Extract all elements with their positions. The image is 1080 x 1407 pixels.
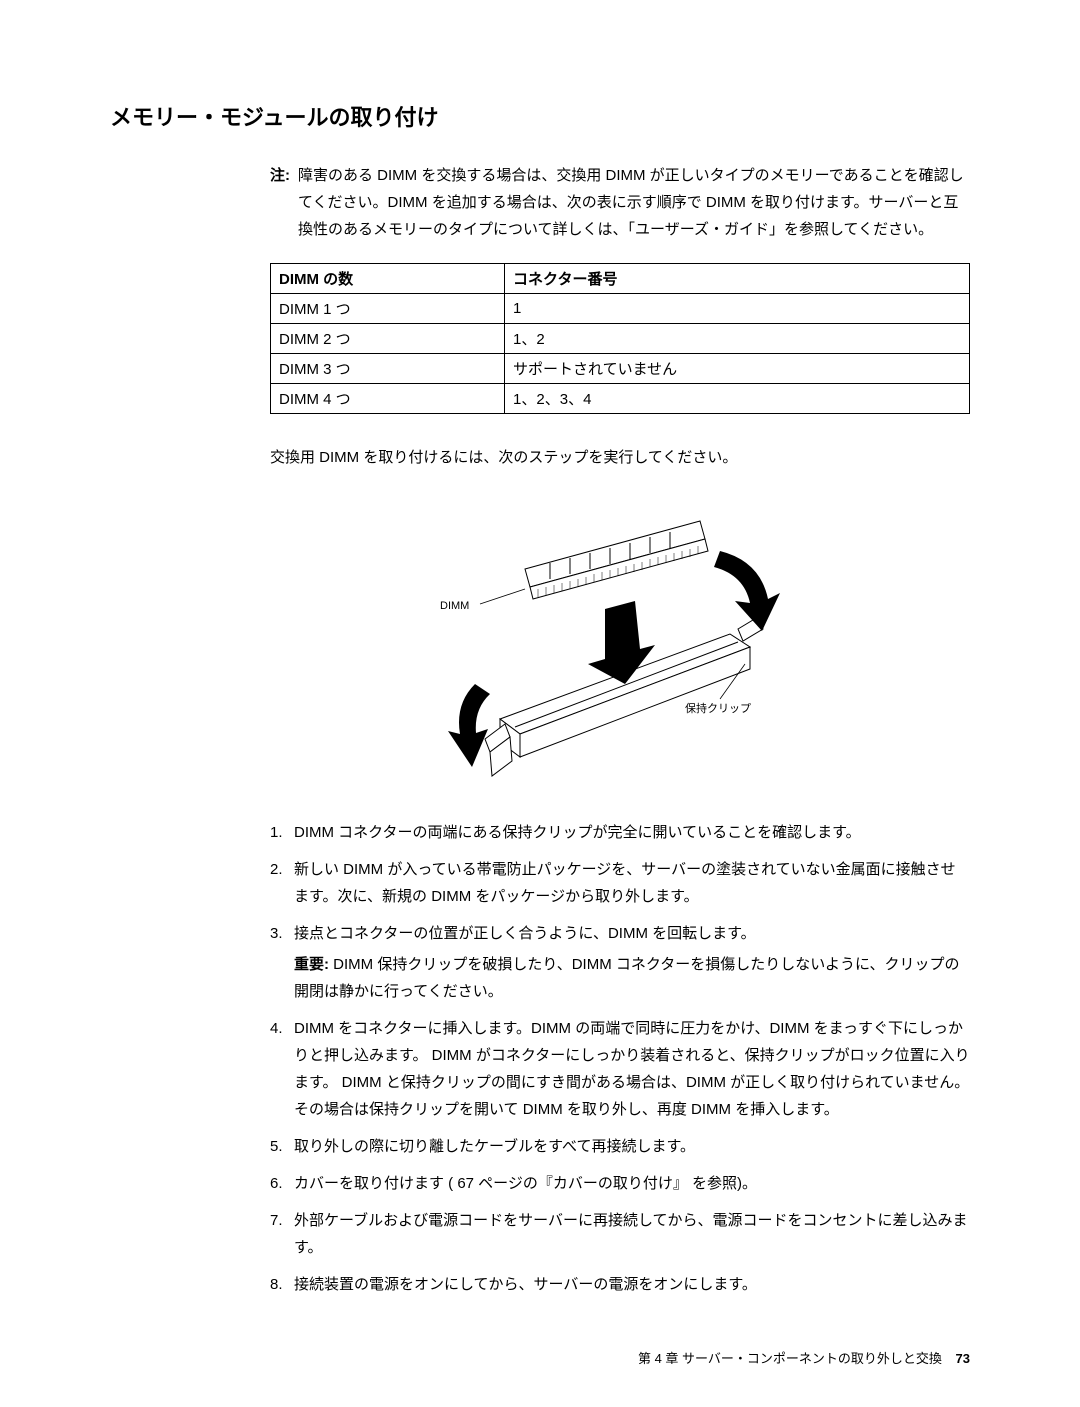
step-item: 新しい DIMM が入っている帯電防止パッケージを、サーバーの塗装されていない金… xyxy=(270,856,970,910)
step-text: 取り外しの際に切り離したケーブルをすべて再接続します。 xyxy=(294,1138,695,1155)
note-text: 障害のある DIMM を交換する場合は、交換用 DIMM が正しいタイプのメモリ… xyxy=(298,162,970,243)
dimm-module-icon xyxy=(525,521,708,599)
table-cell: 1 xyxy=(505,294,970,324)
important-note: 重要: DIMM 保持クリップを破損したり、DIMM コネクターを損傷したりしな… xyxy=(294,951,970,1005)
right-curve-arrow-icon xyxy=(714,551,780,631)
table-cell: DIMM 4 つ xyxy=(271,384,505,414)
dimm-install-diagram: DIMM xyxy=(270,489,970,794)
step-text: DIMM コネクターの両端にある保持クリップが完全に開いていることを確認します。 xyxy=(294,824,861,841)
important-text: DIMM 保持クリップを破損したり、DIMM コネクターを損傷したりしないように… xyxy=(294,956,960,1000)
step-text: 新しい DIMM が入っている帯電防止パッケージを、サーバーの塗装されていない金… xyxy=(294,861,956,905)
table-header-connector: コネクター番号 xyxy=(505,264,970,294)
table-cell: サポートされていません xyxy=(505,354,970,384)
step-item: カバーを取り付けます ( 67 ページの『カバーの取り付け』 を参照)。 xyxy=(270,1170,970,1197)
table-cell: 1、2、3、4 xyxy=(505,384,970,414)
step-text: 接続装置の電源をオンにしてから、サーバーの電源をオンにします。 xyxy=(294,1276,757,1293)
step-text: 接点とコネクターの位置が正しく合うように、DIMM を回転します。 xyxy=(294,925,756,942)
diagram-label-clip: 保持クリップ xyxy=(685,701,751,715)
table-cell: 1、2 xyxy=(505,324,970,354)
table-cell: DIMM 1 つ xyxy=(271,294,505,324)
step-item: 接続装置の電源をオンにしてから、サーバーの電源をオンにします。 xyxy=(270,1271,970,1298)
table-cell: DIMM 3 つ xyxy=(271,354,505,384)
table-row: DIMM 4 つ 1、2、3、4 xyxy=(271,384,970,414)
page-footer: 第 4 章 サーバー・コンポーネントの取り外しと交換 73 xyxy=(110,1348,970,1367)
step-item: 取り外しの際に切り離したケーブルをすべて再接続します。 xyxy=(270,1133,970,1160)
note-block: 注: 障害のある DIMM を交換する場合は、交換用 DIMM が正しいタイプの… xyxy=(270,162,970,243)
table-cell: DIMM 2 つ xyxy=(271,324,505,354)
intro-paragraph: 交換用 DIMM を取り付けるには、次のステップを実行してください。 xyxy=(270,444,970,471)
dimm-count-table: DIMM の数 コネクター番号 DIMM 1 つ 1 DIMM 2 つ 1、2 … xyxy=(270,263,970,414)
section-title: メモリー・モジュールの取り付け xyxy=(110,100,970,132)
diagram-label-dimm: DIMM xyxy=(440,600,469,612)
table-row: DIMM 2 つ 1、2 xyxy=(271,324,970,354)
footer-page-number: 73 xyxy=(956,1351,970,1366)
install-steps-list: DIMM コネクターの両端にある保持クリップが完全に開いていることを確認します。… xyxy=(270,819,970,1298)
left-clip-icon xyxy=(485,724,512,776)
step-text: カバーを取り付けます ( 67 ページの『カバーの取り付け』 を参照)。 xyxy=(294,1175,757,1192)
step-text: 外部ケーブルおよび電源コードをサーバーに再接続してから、電源コードをコンセントに… xyxy=(294,1212,968,1256)
footer-chapter: 第 4 章 サーバー・コンポーネントの取り外しと交換 xyxy=(638,1351,942,1366)
step-text: DIMM をコネクターに挿入します。DIMM の両端で同時に圧力をかけ、DIMM… xyxy=(294,1020,970,1118)
step-item: 接点とコネクターの位置が正しく合うように、DIMM を回転します。 重要: DI… xyxy=(270,920,970,1005)
table-header-dimm-count: DIMM の数 xyxy=(271,264,505,294)
important-label: 重要: xyxy=(294,956,329,973)
table-row: DIMM 1 つ 1 xyxy=(271,294,970,324)
step-item: DIMM をコネクターに挿入します。DIMM の両端で同時に圧力をかけ、DIMM… xyxy=(270,1015,970,1123)
table-row: DIMM 3 つ サポートされていません xyxy=(271,354,970,384)
content-area: 注: 障害のある DIMM を交換する場合は、交換用 DIMM が正しいタイプの… xyxy=(270,162,970,1298)
note-label: 注: xyxy=(270,167,290,184)
step-item: DIMM コネクターの両端にある保持クリップが完全に開いていることを確認します。 xyxy=(270,819,970,846)
step-item: 外部ケーブルおよび電源コードをサーバーに再接続してから、電源コードをコンセントに… xyxy=(270,1207,970,1261)
left-curve-arrow-icon xyxy=(448,684,490,767)
